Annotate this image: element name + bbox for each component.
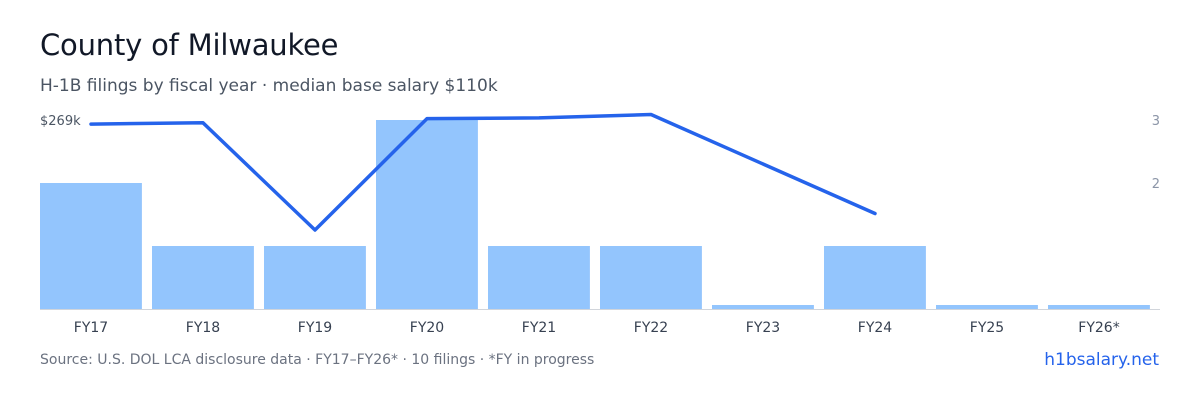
bar-fy18 bbox=[152, 246, 254, 309]
right-axis-tick-label: 2 bbox=[1152, 177, 1160, 192]
x-tick-label: FY25 bbox=[970, 320, 1004, 336]
labels-layer: FY17 FY18 FY19 FY20 FY21 FY22 FY23 FY24 FY25 FY26… bbox=[40, 114, 1160, 336]
bar-fy26-star bbox=[1048, 305, 1150, 309]
bar-fy20 bbox=[376, 120, 478, 309]
x-tick-label: FY17 bbox=[74, 320, 108, 336]
bar-fy21 bbox=[488, 246, 590, 309]
x-tick-label: FY22 bbox=[634, 320, 668, 336]
chart-title: County of Milwaukee bbox=[40, 28, 339, 62]
left-axis-tick-label: $269k bbox=[40, 114, 81, 129]
bar-fy24 bbox=[824, 246, 926, 309]
x-tick-label: FY26* bbox=[1078, 320, 1119, 336]
x-tick-label: FY23 bbox=[746, 320, 780, 336]
bar-fy19 bbox=[264, 246, 366, 309]
chart-subtitle: H-1B filings by fiscal year · median bas… bbox=[40, 76, 498, 96]
bar-fy17 bbox=[40, 183, 142, 309]
bar-fy25 bbox=[936, 305, 1038, 309]
bar-fy23 bbox=[712, 305, 814, 309]
salary-line bbox=[89, 112, 877, 232]
x-tick-label: FY20 bbox=[410, 320, 444, 336]
x-tick-label: FY18 bbox=[186, 320, 220, 336]
x-tick-label: FY19 bbox=[298, 320, 332, 336]
x-tick-label: FY24 bbox=[858, 320, 893, 336]
right-axis-tick-label: 3 bbox=[1152, 114, 1160, 129]
brand-link[interactable]: h1bsalary.net bbox=[1044, 350, 1159, 370]
bar-fy22 bbox=[600, 246, 702, 309]
x-tick-label: FY21 bbox=[522, 320, 556, 336]
bars-layer bbox=[40, 120, 1150, 309]
source-note: Source: U.S. DOL LCA disclosure data · F… bbox=[40, 352, 595, 368]
line-layer bbox=[89, 112, 877, 232]
